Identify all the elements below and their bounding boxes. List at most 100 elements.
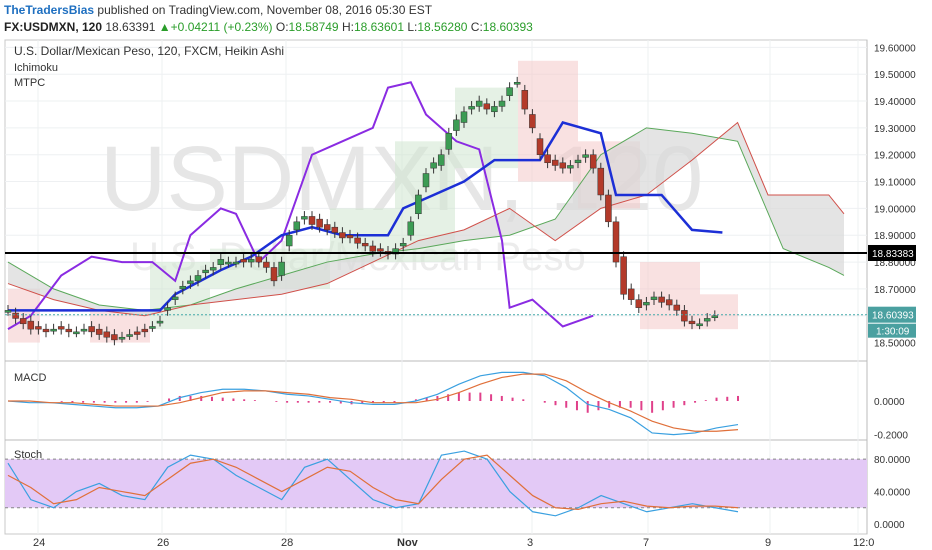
candle-body bbox=[650, 296, 658, 300]
candle-body bbox=[369, 245, 377, 252]
candle-body bbox=[460, 111, 468, 123]
price-tick-label: 18.50000 bbox=[874, 339, 916, 350]
time-tick-label: 26 bbox=[157, 537, 169, 549]
stoch-pane bbox=[5, 450, 867, 517]
stoch-label[interactable]: Stoch bbox=[14, 449, 42, 461]
candle-body bbox=[392, 248, 399, 255]
lagging-span bbox=[7, 81, 594, 331]
high-label: H: bbox=[341, 20, 354, 34]
candle-body bbox=[658, 296, 665, 303]
candle-body bbox=[612, 221, 620, 263]
macd-signal-line bbox=[8, 373, 739, 432]
mtpc-label[interactable]: MTPC bbox=[14, 77, 45, 89]
candle-body bbox=[57, 326, 65, 330]
time-axis[interactable]: 24 26 28 Nov 3 7 9 12:0 bbox=[33, 537, 874, 549]
candle-body bbox=[187, 280, 194, 284]
candle-body bbox=[696, 323, 703, 327]
candle-body bbox=[513, 82, 521, 85]
time-tick-label: 24 bbox=[33, 537, 45, 549]
candle-body bbox=[688, 320, 696, 325]
author-name[interactable]: TheTradersBias bbox=[4, 3, 95, 17]
candle-body bbox=[4, 310, 12, 313]
last-price-label: 18.60393 bbox=[872, 311, 914, 322]
candle-body bbox=[323, 224, 331, 231]
stoch-tick-label: 0.0000 bbox=[874, 520, 905, 531]
candle-body bbox=[149, 326, 156, 329]
candle-body bbox=[529, 114, 536, 129]
candle-body bbox=[377, 248, 384, 252]
candle-body bbox=[491, 106, 498, 113]
symbol-label[interactable]: FX:USDMXN, 120 bbox=[4, 20, 103, 34]
candle-body bbox=[453, 119, 460, 131]
candle-body bbox=[544, 154, 551, 164]
stoch-tick-label: 40.0000 bbox=[874, 488, 911, 499]
candle-body bbox=[111, 334, 118, 341]
published-text: published on TradingView.com, November 0… bbox=[97, 3, 433, 17]
price-tick-label: 19.10000 bbox=[874, 178, 916, 189]
candle-body bbox=[12, 312, 19, 319]
macd-label[interactable]: MACD bbox=[14, 372, 46, 384]
time-tick-label: 9 bbox=[765, 537, 771, 549]
candle-body bbox=[620, 256, 627, 295]
tenkan-line bbox=[8, 121, 723, 312]
candle-body bbox=[270, 267, 278, 282]
candle-body bbox=[339, 232, 346, 239]
candle-body bbox=[681, 310, 688, 322]
candle-body bbox=[711, 315, 719, 318]
candle-body bbox=[42, 328, 50, 333]
candle-body bbox=[468, 106, 475, 110]
candle-body bbox=[354, 237, 361, 244]
candle-body bbox=[582, 154, 589, 158]
candle-body bbox=[574, 159, 582, 164]
candle-body bbox=[506, 87, 513, 96]
highlight-box bbox=[700, 294, 738, 330]
price-axis[interactable]: 19.60000 19.50000 19.40000 19.30000 19.20000… bbox=[868, 43, 916, 531]
up-arrow-icon: ▲ bbox=[158, 20, 171, 34]
candle-body bbox=[445, 132, 453, 150]
candle-body bbox=[475, 100, 483, 107]
quote-line: FX:USDMXN, 120 18.63391 ▲+0.04211 (+0.23… bbox=[4, 20, 533, 34]
candle-body bbox=[627, 288, 635, 300]
highlight-box bbox=[150, 262, 210, 330]
candle-body bbox=[19, 318, 27, 325]
candle-body bbox=[415, 194, 422, 215]
candle-body bbox=[35, 326, 42, 330]
chart-title[interactable]: U.S. Dollar/Mexican Peso, 120, FXCM, Hei… bbox=[14, 44, 284, 58]
candle-body bbox=[498, 100, 506, 107]
highlight-box bbox=[640, 262, 700, 330]
last-price-tag bbox=[868, 306, 916, 323]
price-tick-label: 19.00000 bbox=[874, 204, 916, 215]
candle-body bbox=[50, 328, 57, 332]
candle-body bbox=[103, 331, 111, 338]
candle-body bbox=[605, 194, 612, 223]
ichimoku-label[interactable]: Ichimoku bbox=[14, 62, 58, 74]
low-label: L: bbox=[407, 20, 418, 34]
candle-body bbox=[65, 328, 73, 333]
level-price-label: 18.83383 bbox=[872, 249, 914, 260]
macd-pane bbox=[7, 371, 739, 436]
candle-body bbox=[430, 162, 437, 169]
candle-body bbox=[331, 226, 339, 233]
candle-body bbox=[95, 328, 103, 335]
open-value: 18.58749 bbox=[288, 20, 339, 34]
candle-body bbox=[171, 296, 179, 300]
price-chart[interactable]: USDMXN, 120 U.S. Dollar/Mexican Peso U.S… bbox=[0, 38, 932, 550]
candle-body bbox=[567, 165, 574, 169]
price-tick-label: 18.70000 bbox=[874, 285, 916, 296]
candle-body bbox=[156, 320, 164, 324]
candle-body bbox=[589, 154, 597, 169]
candle-body bbox=[536, 138, 544, 155]
candle-body bbox=[293, 221, 301, 231]
time-tick-label: 7 bbox=[643, 537, 649, 549]
candle-body bbox=[209, 267, 217, 271]
low-value: 18.56280 bbox=[417, 20, 468, 34]
candle-body bbox=[225, 261, 232, 265]
candle-body bbox=[551, 159, 559, 166]
time-tick-label: Nov bbox=[397, 537, 419, 549]
candle-body bbox=[80, 328, 88, 332]
candle-body bbox=[202, 269, 209, 274]
price-tick-label: 19.50000 bbox=[874, 70, 916, 81]
stoch-d-line bbox=[7, 454, 739, 510]
candle-body bbox=[673, 304, 681, 311]
candle-body bbox=[635, 299, 643, 308]
